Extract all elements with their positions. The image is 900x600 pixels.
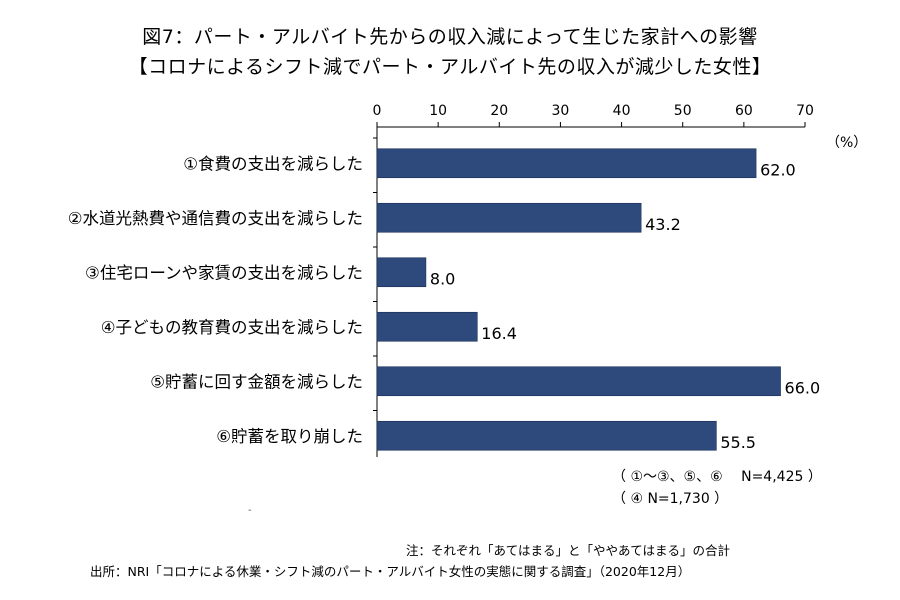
footnote: 注：それぞれ「あてはまる」と「ややあてはまる」の合計	[406, 543, 731, 558]
x-tick-label: 30	[552, 103, 570, 119]
value-label: 8.0	[430, 269, 455, 288]
source-note: 出所：NRI「コロナによる休業・シフト減のパート・アルバイト女性の実態に関する調…	[90, 564, 691, 579]
value-label: 16.4	[481, 324, 517, 343]
x-tick-label: 40	[613, 103, 631, 119]
bar	[376, 202, 642, 233]
category-label: ①食費の支出を減らした	[183, 154, 363, 173]
bar	[376, 366, 781, 397]
category-label: ⑥貯蓄を取り崩した	[216, 427, 363, 446]
sample-size-note-1: （ ①～③、⑤、⑥ N=4,425 ）	[612, 469, 822, 485]
x-tick-label: 60	[735, 103, 753, 119]
bar	[376, 257, 427, 288]
category-label: ④子どもの教育費の支出を減らした	[101, 318, 363, 337]
x-tick-label: 70	[796, 103, 814, 119]
category-label: ③住宅ローンや家賃の支出を減らした	[85, 263, 363, 282]
x-tick-label: 50	[674, 103, 692, 119]
x-tick-label: 10	[429, 103, 447, 119]
category-label: ②水道光熱費や通信費の支出を減らした	[68, 209, 363, 228]
category-label: ⑤貯蓄に回す金額を減らした	[150, 372, 363, 391]
value-label: 43.2	[645, 215, 681, 234]
x-tick-label: 0	[373, 103, 382, 119]
value-label: 55.5	[720, 433, 756, 452]
sample-size-note-2: （ ④ N=1,730 ）	[612, 491, 729, 507]
bar	[376, 311, 478, 342]
unit-label: （%）	[826, 135, 868, 151]
value-label: 66.0	[785, 378, 821, 397]
chart-subtitle: 【コロナによるシフト減でパート・アルバイト先の収入が減少した女性】	[128, 56, 772, 78]
chart-title: 図7：パート・アルバイト先からの収入減によって生じた家計への影響	[142, 26, 758, 48]
bar	[376, 420, 717, 451]
bar	[376, 148, 757, 179]
dash-mark: -	[248, 505, 252, 516]
x-tick-label: 20	[490, 103, 508, 119]
value-label: 62.0	[760, 160, 796, 179]
